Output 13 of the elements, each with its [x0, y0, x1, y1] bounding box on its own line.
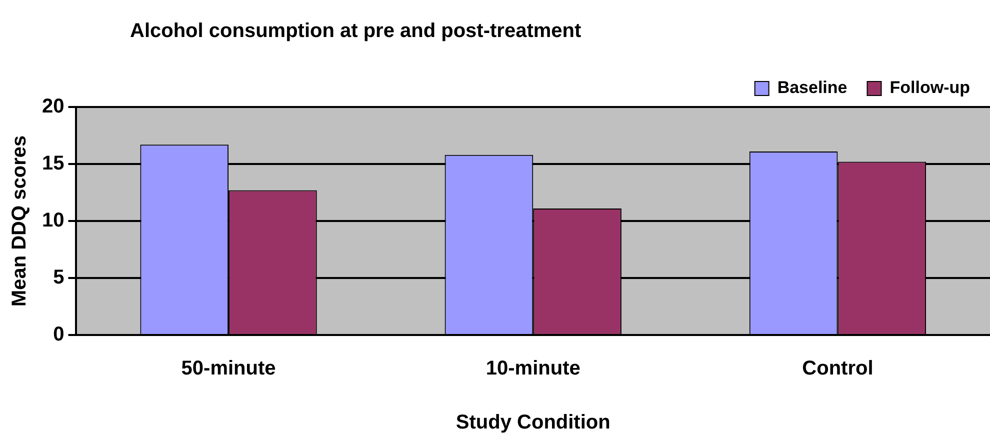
legend-label: Baseline	[777, 78, 848, 98]
chart-title: Alcohol consumption at pre and post-treatment	[130, 20, 582, 43]
x-tick-label: 10-minute	[486, 358, 580, 380]
x-tick-label: Control	[802, 358, 874, 380]
y-axis-title: Mean DDQ scores	[8, 135, 31, 307]
y-tick-label: 5	[53, 266, 64, 289]
y-tick-label: 10	[42, 210, 64, 232]
x-tick-label: 50-minute	[181, 358, 276, 380]
y-tick-label: 20	[42, 96, 64, 118]
x-axis-title: Study Condition	[456, 412, 610, 434]
legend-label: Follow-up	[890, 78, 970, 98]
y-tick-label: 15	[42, 152, 64, 175]
y-tick-label: 0	[53, 324, 64, 346]
